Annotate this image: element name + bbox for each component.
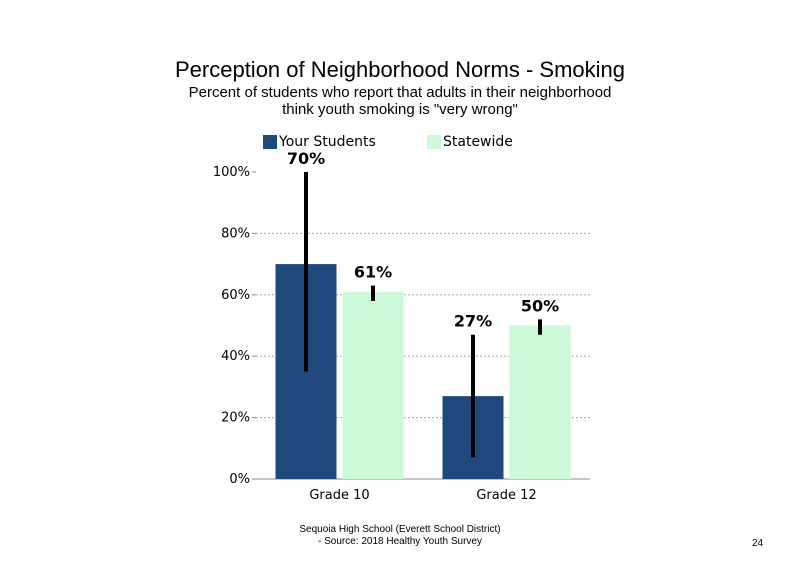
bar-statewide-grade-12 (509, 325, 571, 479)
y-tick-label: 60% (221, 288, 250, 303)
data-label: 27% (454, 312, 492, 331)
y-tick-label: 80% (221, 226, 250, 241)
chart-title: Perception of Neighborhood Norms - Smoki… (174, 57, 625, 82)
legend-item-your-students: Your Students (263, 134, 376, 150)
x-tick-label: Grade 10 (309, 488, 369, 503)
legend-swatch-statewide (427, 135, 441, 149)
y-tick-label: 100% (213, 165, 250, 180)
bar-statewide-grade-10 (342, 291, 404, 479)
legend-swatch-your-students (263, 135, 277, 149)
data-label: 70% (287, 149, 325, 168)
data-label: 50% (521, 296, 559, 315)
footer-school: Sequoia High School (Everett School Dist… (299, 524, 501, 535)
y-tick-label: 20% (221, 411, 250, 426)
subtitle-line-2: think youth smoking is "very wrong" (282, 101, 518, 118)
x-tick-label: Grade 12 (476, 488, 536, 503)
data-label: 61% (354, 263, 392, 282)
y-tick-label: 40% (221, 349, 250, 364)
chart-subtitle: Percent of students who report that adul… (0, 84, 800, 118)
legend-label-statewide: Statewide (443, 134, 513, 150)
subtitle-line-1: Percent of students who report that adul… (188, 84, 612, 101)
footer: Sequoia High School (Everett School Dist… (0, 524, 800, 548)
footer-source: - Source: 2018 Healthy Youth Survey (318, 536, 482, 547)
y-tick-label: 0% (229, 472, 250, 487)
legend-label-your-students: Your Students (279, 134, 376, 150)
page-number: 24 (752, 538, 764, 549)
legend-item-statewide: Statewide (427, 134, 513, 150)
